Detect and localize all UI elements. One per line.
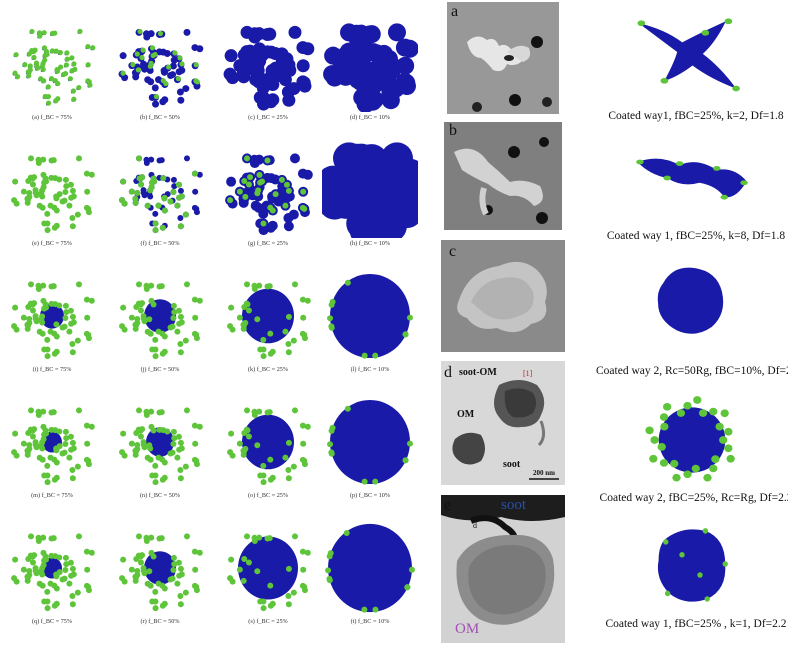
sim-caption: (q) f_BC = 75% (31, 618, 73, 625)
aggregate-render (12, 28, 96, 106)
sim-cell: (p) f_BC = 10% (322, 392, 418, 499)
aggregate-render (327, 274, 413, 359)
aggregate-render (227, 533, 311, 612)
micrograph-label-c: c (449, 243, 457, 260)
model-render (640, 392, 744, 488)
sim-cell: (h) f_BC = 10% (322, 140, 418, 247)
micrograph-b (444, 122, 562, 230)
model-render (630, 138, 754, 218)
micrograph-label-a: a (451, 3, 459, 20)
model-caption: Coated way 2, fBC=25%, Rc=Rg, Df=2.2 (599, 492, 788, 504)
sim-cell: (r) f_BC = 50% (112, 518, 208, 625)
sim-cell: (i) f_BC = 75% (4, 266, 100, 373)
aggregate-render (323, 23, 418, 112)
sim-caption: (n) f_BC = 50% (139, 492, 181, 499)
sim-cell: (g) f_BC = 25% (220, 140, 316, 247)
sim-caption: (o) f_BC = 25% (247, 492, 289, 499)
tag-soot: soot (503, 459, 521, 470)
sim-cell: (l) f_BC = 10% (322, 266, 418, 373)
tag-e-om: OM (455, 621, 480, 637)
micrograph-label-b: b (449, 122, 457, 139)
tag-scale: 200 nm (533, 469, 555, 477)
tag-e-d: d (473, 521, 477, 530)
sim-cell: (m) f_BC = 75% (4, 392, 100, 499)
sim-cell: (k) f_BC = 25% (220, 266, 316, 373)
micrograph-label-d: d (444, 364, 452, 381)
aggregate-render (227, 281, 311, 360)
micrograph-a (447, 2, 559, 114)
micrograph-d: soot-OM OM soot [1] 200 nm (441, 361, 565, 485)
aggregate-render (118, 28, 204, 108)
aggregate-render (227, 407, 311, 486)
sim-cell: (q) f_BC = 75% (4, 518, 100, 625)
aggregate-render (11, 155, 95, 234)
tag-e-soot: soot (501, 497, 527, 513)
model-caption: Coated way 1, fBC=25% , k=1, Df=2.2 (605, 618, 787, 630)
aggregate-render (327, 400, 413, 485)
aggregate-render (223, 25, 315, 111)
sim-caption: (a) f_BC = 75% (32, 114, 72, 121)
model-render (626, 4, 754, 100)
sim-caption: (p) f_BC = 10% (349, 492, 391, 499)
tag-soot-om: soot-OM (459, 367, 497, 378)
aggregate-render (225, 153, 313, 236)
sim-caption: (j) f_BC = 50% (140, 366, 180, 373)
aggregate-render (119, 533, 203, 612)
sim-caption: (t) f_BC = 10% (350, 618, 390, 625)
micrograph-c (441, 240, 565, 352)
model-render (646, 518, 736, 610)
aggregate-render (322, 142, 418, 238)
sim-caption: (h) f_BC = 10% (349, 240, 391, 247)
sim-cell: (d) f_BC = 10% (322, 14, 418, 121)
sim-cell: (o) f_BC = 25% (220, 392, 316, 499)
sim-caption: (k) f_BC = 25% (247, 366, 289, 373)
aggregate-render (119, 281, 203, 360)
sim-caption: (g) f_BC = 25% (247, 240, 289, 247)
sim-caption: (r) f_BC = 50% (140, 618, 180, 625)
sim-caption: (c) f_BC = 25% (248, 114, 288, 121)
aggregate-render (119, 155, 203, 234)
aggregate-render (11, 281, 95, 360)
micrograph-label-e: e (444, 497, 452, 514)
sim-cell: (t) f_BC = 10% (322, 518, 418, 625)
model-caption: Coated way 1, fBC=25%, k=8, Df=1.8 (606, 230, 786, 242)
model-render (648, 258, 732, 342)
aggregate-render (119, 407, 203, 486)
sim-caption: (l) f_BC = 10% (350, 366, 390, 373)
sim-cell: (f) f_BC = 50% (112, 140, 208, 247)
sim-caption: (i) f_BC = 75% (32, 366, 72, 373)
sim-cell: (c) f_BC = 25% (220, 14, 316, 121)
sim-cell: (a) f_BC = 75% (4, 14, 100, 121)
model-caption: Coated way 2, Rc=50Rg, fBC=10%, Df=2.2 (596, 365, 788, 377)
sim-caption: (s) f_BC = 25% (248, 618, 288, 625)
aggregate-render (11, 407, 95, 486)
sim-caption: (e) f_BC = 75% (32, 240, 72, 247)
aggregate-render (11, 533, 95, 612)
sim-caption: (f) f_BC = 50% (140, 240, 180, 247)
sim-cell: (e) f_BC = 75% (4, 140, 100, 247)
sim-caption: (d) f_BC = 10% (349, 114, 391, 121)
sim-caption: (b) f_BC = 50% (139, 114, 181, 121)
model-caption: Coated way1, fBC=25%, k=2, Df=1.8 (608, 110, 784, 122)
tag-om: OM (457, 409, 475, 420)
tag-marker: [1] (523, 369, 533, 378)
sim-cell: (j) f_BC = 50% (112, 266, 208, 373)
sim-caption: (m) f_BC = 75% (31, 492, 73, 499)
sim-cell: (n) f_BC = 50% (112, 392, 208, 499)
sim-cell: (s) f_BC = 25% (220, 518, 316, 625)
sim-cell: (b) f_BC = 50% (112, 14, 208, 121)
aggregate-render (325, 523, 415, 613)
micrograph-e: soot d OM (441, 495, 565, 643)
